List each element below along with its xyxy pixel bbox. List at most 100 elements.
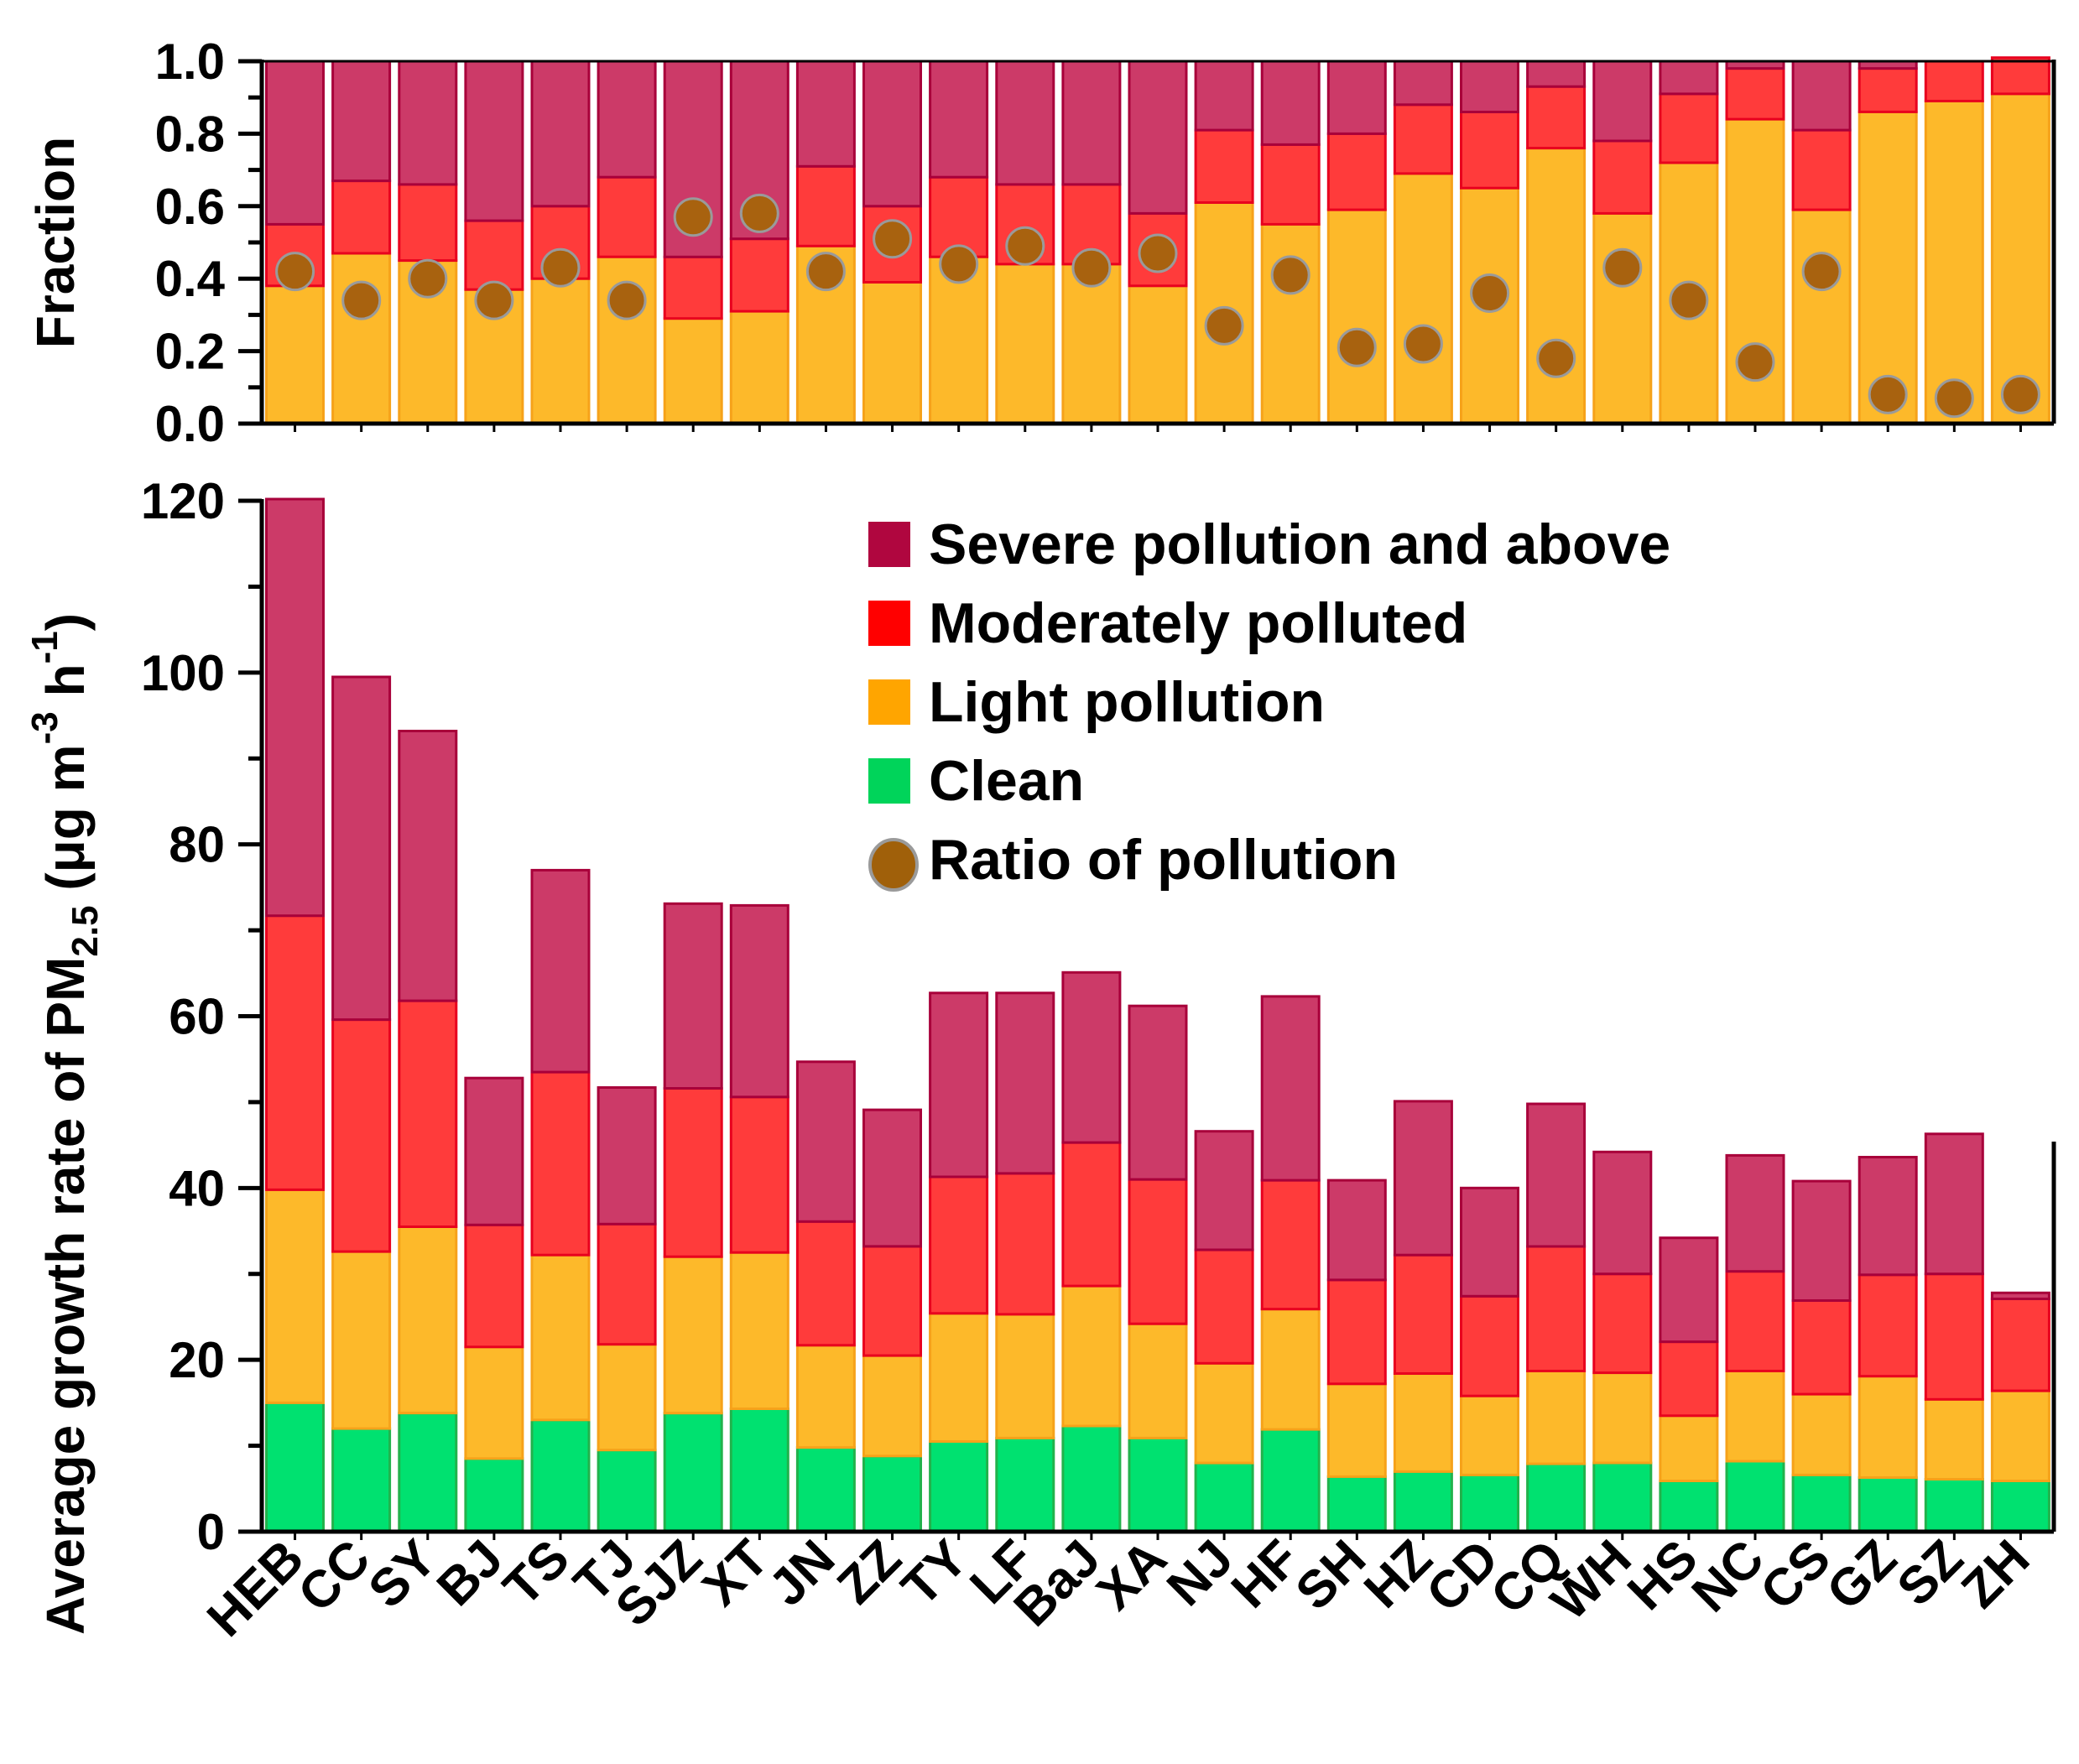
bar-bottom-CQ-moderately-polluted: [1526, 1245, 1587, 1372]
bar-bottom-HEB-moderately-polluted: [265, 914, 325, 1191]
bar-bottom-TJ-moderately-polluted: [597, 1222, 657, 1346]
bar-bottom-SJZ-severe-pollution-and-above: [663, 902, 723, 1090]
bar-bottom-SY-severe-pollution-and-above: [398, 730, 458, 1002]
bar-top-TY-light-pollution: [929, 255, 989, 425]
ratio-point-BJ: [474, 280, 514, 320]
ratio-point-CQ: [1536, 338, 1576, 378]
ratio-point-SJZ: [673, 197, 713, 237]
bar-bottom-HS-light-pollution: [1659, 1414, 1719, 1482]
bar-top-CS-light-pollution: [1791, 208, 1852, 425]
ratio-point-XA: [1138, 233, 1178, 273]
bar-top-SH-severe-pollution-and-above: [1326, 60, 1387, 135]
ratio-point-TJ: [607, 280, 647, 320]
bar-bottom-HS-severe-pollution-and-above: [1659, 1236, 1719, 1344]
bar-bottom-SZ-moderately-polluted: [1924, 1272, 1984, 1401]
bar-bottom-LF-light-pollution: [995, 1313, 1055, 1439]
bar-bottom-XA-severe-pollution-and-above: [1128, 1004, 1188, 1181]
bar-top-SZ-light-pollution: [1924, 100, 1984, 425]
ratio-point-XT: [739, 193, 779, 233]
ratio-point-JN: [805, 252, 846, 292]
bar-bottom-SJZ-clean: [663, 1412, 723, 1533]
bar-bottom-CD-clean: [1460, 1473, 1519, 1533]
bar-bottom-LF-severe-pollution-and-above: [995, 991, 1055, 1175]
legend-label-severe-pollution-and-above: Severe pollution and above: [929, 513, 1670, 576]
bar-bottom-CC-light-pollution: [331, 1250, 392, 1430]
bar-bottom-TS-light-pollution: [530, 1253, 591, 1422]
ratio-point-SH: [1336, 327, 1377, 367]
bar-top-SY-moderately-polluted: [398, 183, 458, 263]
y-tick-label: 120: [141, 473, 225, 529]
bar-top-BJ-moderately-polluted: [464, 219, 524, 291]
bar-bottom-XA-light-pollution: [1128, 1322, 1188, 1439]
bar-bottom-SY-clean: [398, 1412, 458, 1533]
bar-top-WH-moderately-polluted: [1592, 139, 1653, 215]
bar-top-HEB-light-pollution: [265, 284, 325, 425]
bar-bottom-TJ-light-pollution: [597, 1343, 657, 1452]
ratio-point-HF: [1270, 255, 1310, 295]
ratio-point-ZH: [2000, 374, 2040, 414]
bar-top-TJ-moderately-polluted: [597, 175, 657, 258]
bar-top-BJ-severe-pollution-and-above: [464, 60, 524, 222]
bar-bottom-HEB-clean: [265, 1401, 325, 1533]
bar-bottom-TS-clean: [530, 1418, 591, 1533]
ratio-point-WH: [1602, 247, 1643, 288]
bottom-y-axis-title: Average growth rate of PM2.5 (μg m-3 h-1…: [24, 613, 106, 1635]
bar-top-HZ-light-pollution: [1393, 172, 1453, 425]
bar-bottom-BJ-severe-pollution-and-above: [464, 1076, 524, 1226]
bar-bottom-CD-moderately-polluted: [1460, 1294, 1519, 1397]
bar-top-HF-moderately-polluted: [1260, 143, 1321, 226]
bar-top-CC-severe-pollution-and-above: [331, 60, 392, 183]
bar-bottom-ZH-clean: [1990, 1480, 2050, 1533]
legend-swatch-severe-pollution-and-above: [868, 522, 910, 567]
bar-bottom-CS-clean: [1791, 1473, 1852, 1533]
bar-top-HZ-moderately-polluted: [1393, 103, 1453, 175]
bar-top-HEB-severe-pollution-and-above: [265, 60, 325, 226]
ratio-point-GZ: [1868, 374, 1908, 414]
bar-bottom-HZ-light-pollution: [1393, 1372, 1453, 1473]
legend-swatch-moderately-polluted: [868, 601, 910, 646]
bar-bottom-HS-moderately-polluted: [1659, 1340, 1719, 1418]
bar-bottom-HZ-clean: [1393, 1470, 1453, 1533]
bar-top-HF-severe-pollution-and-above: [1260, 60, 1321, 146]
bar-top-TY-severe-pollution-and-above: [929, 60, 989, 179]
bar-bottom-CS-severe-pollution-and-above: [1791, 1179, 1852, 1302]
ratio-point-CS: [1801, 252, 1842, 292]
bar-bottom-ZZ-light-pollution: [862, 1354, 922, 1458]
bar-top-HF-light-pollution: [1260, 222, 1321, 425]
ratio-point-HZ: [1403, 324, 1443, 364]
bar-top-JN-moderately-polluted: [795, 164, 856, 247]
bar-bottom-BaJ-clean: [1061, 1424, 1122, 1533]
bar-bottom-WH-clean: [1592, 1461, 1653, 1533]
bar-bottom-CQ-severe-pollution-and-above: [1526, 1102, 1587, 1248]
bar-bottom-ZZ-severe-pollution-and-above: [862, 1108, 922, 1248]
bar-bottom-HEB-light-pollution: [265, 1188, 325, 1404]
ratio-point-ZZ: [873, 219, 913, 259]
bar-bottom-CC-severe-pollution-and-above: [331, 675, 392, 1022]
bar-bottom-CC-moderately-polluted: [331, 1018, 392, 1253]
ratio-point-NC: [1735, 342, 1775, 382]
bar-bottom-WH-moderately-polluted: [1592, 1272, 1653, 1375]
bar-bottom-XA-moderately-polluted: [1128, 1178, 1188, 1325]
bar-bottom-LF-moderately-polluted: [995, 1172, 1055, 1316]
category-label-ZH: ZH: [1951, 1529, 2040, 1619]
y-tick-label: 100: [141, 645, 225, 701]
bar-bottom-LF-clean: [995, 1436, 1055, 1533]
bar-bottom-HF-light-pollution: [1260, 1308, 1321, 1431]
bar-bottom-XA-clean: [1128, 1436, 1188, 1533]
bar-bottom-BaJ-moderately-polluted: [1061, 1141, 1122, 1288]
legend-swatch-clean: [868, 758, 910, 804]
bar-top-WH-light-pollution: [1592, 211, 1653, 425]
bar-top-LF-severe-pollution-and-above: [995, 60, 1055, 186]
bar-top-SZ-moderately-polluted: [1924, 60, 1984, 102]
bar-top-HZ-severe-pollution-and-above: [1393, 60, 1453, 107]
bar-bottom-ZH-severe-pollution-and-above: [1990, 1291, 2050, 1301]
bar-bottom-NC-severe-pollution-and-above: [1725, 1153, 1785, 1273]
bar-top-HS-severe-pollution-and-above: [1659, 60, 1719, 96]
bar-bottom-CC-clean: [331, 1427, 392, 1533]
bar-top-BaJ-severe-pollution-and-above: [1061, 60, 1122, 186]
bar-bottom-NC-light-pollution: [1725, 1370, 1785, 1463]
bar-top-TS-light-pollution: [530, 277, 591, 425]
bar-top-LF-light-pollution: [995, 263, 1055, 425]
bar-bottom-JN-light-pollution: [795, 1344, 856, 1449]
bar-top-ZH-light-pollution: [1990, 92, 2050, 425]
